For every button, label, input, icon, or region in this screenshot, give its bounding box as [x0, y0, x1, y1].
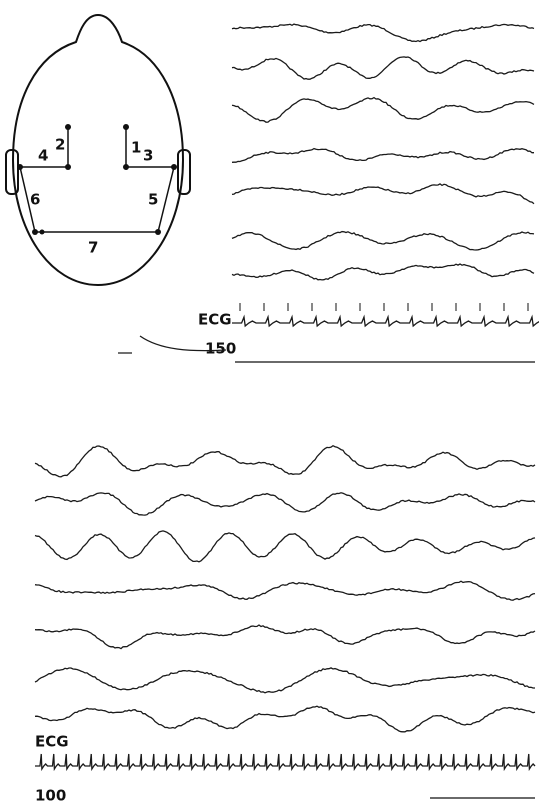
ecg-trace	[232, 317, 539, 326]
electrode-label: 6	[30, 191, 40, 209]
eeg-trace	[232, 98, 534, 123]
eeg-trace	[232, 57, 534, 79]
eeg-trace	[35, 531, 535, 562]
electrode-label: 5	[148, 191, 158, 209]
eeg-trace	[232, 24, 534, 41]
eeg-trace	[232, 184, 534, 204]
electrode-label: 3	[143, 147, 153, 165]
eeg-trace	[35, 625, 535, 649]
eeg-traces	[35, 24, 539, 769]
ecg-label: ECG	[198, 311, 232, 329]
rate-label: 150	[205, 340, 236, 358]
electrode-label: 2	[55, 136, 65, 154]
right-ear	[178, 150, 190, 194]
eeg-trace	[35, 668, 535, 693]
electrode-label: 7	[88, 239, 98, 257]
figure: 1 2 3 4 5 6 7 ECG 150 ECG 100	[0, 0, 539, 808]
rate-label: 100	[35, 787, 66, 805]
eeg-trace	[232, 149, 534, 163]
electrode-label: 4	[38, 147, 48, 165]
eeg-trace	[232, 232, 534, 250]
electrodes	[17, 124, 177, 235]
electrode-label: 1	[131, 139, 141, 157]
electrode-lines	[20, 127, 174, 232]
ecg-label: ECG	[35, 733, 69, 751]
eeg-trace	[35, 706, 535, 732]
eeg-trace	[35, 446, 535, 477]
eeg-trace	[35, 581, 535, 600]
ecg-trace	[35, 754, 535, 769]
eeg-trace	[232, 264, 534, 280]
left-ear	[6, 150, 18, 194]
eeg-trace	[35, 493, 535, 515]
